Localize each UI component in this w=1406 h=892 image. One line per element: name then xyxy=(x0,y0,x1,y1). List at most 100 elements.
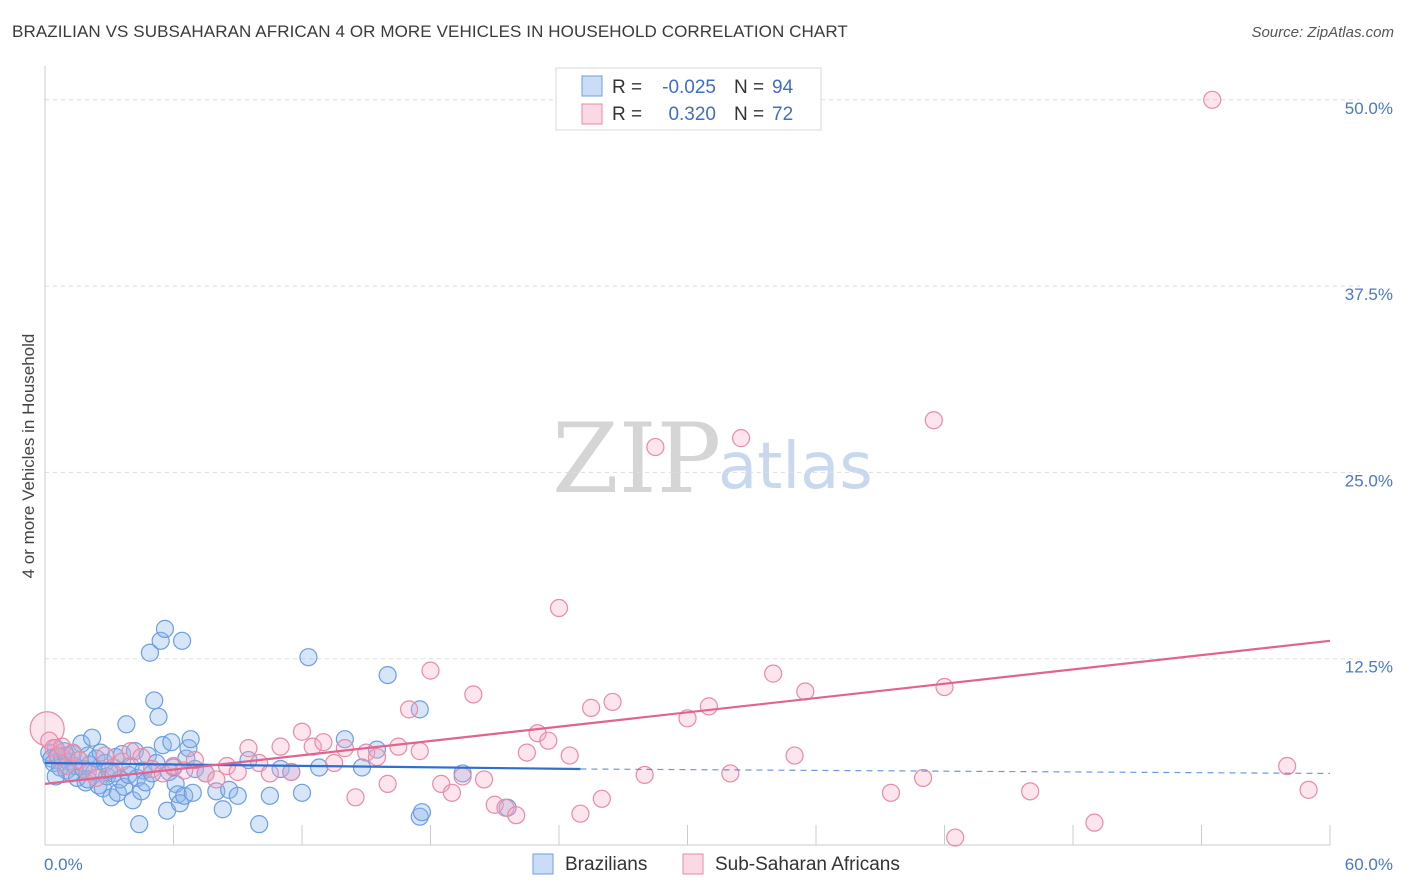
point-brazilian xyxy=(412,803,432,822)
point-brazilian xyxy=(310,758,329,777)
watermark-zip: ZIP xyxy=(552,403,721,515)
point-subsaharan xyxy=(239,739,258,758)
point-subsaharan xyxy=(474,770,494,789)
legend-box xyxy=(555,67,822,131)
point-subsaharan xyxy=(721,764,740,783)
point-brazilian xyxy=(250,815,269,834)
point-subsaharan xyxy=(207,770,226,789)
point-subsaharan xyxy=(367,747,387,767)
point-subsaharan xyxy=(421,661,440,680)
point-subsaharan xyxy=(399,700,419,719)
legend-r-label-2: R = xyxy=(612,104,642,125)
watermark-atlas: atlas xyxy=(718,430,873,504)
legend-swatch-blue xyxy=(581,75,603,97)
legend-swatch-brazilians xyxy=(532,853,554,875)
legend-n-value-2: 72 xyxy=(772,104,793,125)
point-subsaharan xyxy=(924,411,943,430)
point-brazilian xyxy=(292,783,312,802)
y-tick-label: 50.0% xyxy=(1345,99,1393,118)
point-brazilian xyxy=(117,715,136,734)
series-legend: Brazilians Sub-Saharan Africans xyxy=(532,853,900,875)
point-brazilian xyxy=(83,728,102,747)
point-subsaharan xyxy=(935,677,954,697)
point-subsaharan xyxy=(549,598,569,618)
point-subsaharan xyxy=(442,783,462,802)
point-subsaharan xyxy=(63,743,82,762)
tick-labels: 12.5% 25.0% 37.5% 50.0% 0.0% 60.0% xyxy=(44,99,1393,874)
legend-swatch-pink xyxy=(581,103,603,125)
point-brazilian xyxy=(145,691,164,710)
point-subsaharan xyxy=(496,798,515,817)
legend-r-label-1: R = xyxy=(612,77,642,98)
point-brazilian xyxy=(149,707,168,726)
point-subsaharan xyxy=(378,774,397,793)
point-subsaharan xyxy=(1021,782,1040,801)
point-subsaharan xyxy=(603,692,622,712)
point-subsaharan xyxy=(464,685,483,704)
x-tick-label: 60.0% xyxy=(1345,855,1393,874)
point-subsaharan xyxy=(271,737,290,756)
point-brazilian xyxy=(410,700,429,719)
trend-lines xyxy=(44,639,1331,785)
legend-r-value-1: -0.025 xyxy=(662,77,716,98)
point-brazilian xyxy=(132,782,151,801)
point-brazilian xyxy=(130,815,149,834)
source-label: Source: ZipAtlas.com xyxy=(1251,24,1394,41)
point-subsaharan xyxy=(453,767,472,786)
point-subsaharan xyxy=(946,828,965,847)
series-subsaharan xyxy=(29,90,1318,847)
legend-n-label-2: N = xyxy=(734,104,764,125)
point-subsaharan xyxy=(1203,90,1222,109)
x-tick-label: 0.0% xyxy=(44,855,83,874)
point-subsaharan xyxy=(389,737,408,756)
chart-title: BRAZILIAN VS SUBSAHARAN AFRICAN 4 OR MOR… xyxy=(12,22,848,41)
y-tick-label: 25.0% xyxy=(1345,471,1393,490)
point-brazilian xyxy=(378,665,397,685)
point-subsaharan xyxy=(678,709,697,728)
point-brazilian xyxy=(162,733,181,752)
point-subsaharan xyxy=(560,746,579,765)
point-brazilian xyxy=(228,786,247,805)
y-tick-label: 12.5% xyxy=(1345,658,1393,677)
point-brazilian xyxy=(181,730,200,749)
point-brazilian xyxy=(115,777,134,796)
y-tick-label: 37.5% xyxy=(1345,285,1393,304)
correlation-legend: R = -0.025 N = 94 R = 0.320 N = 72 xyxy=(555,67,822,131)
point-subsaharan xyxy=(485,795,504,814)
point-subsaharan xyxy=(731,429,751,448)
point-subsaharan xyxy=(635,765,654,785)
legend-r-value-2: 0.320 xyxy=(668,104,716,125)
point-subsaharan xyxy=(539,731,558,750)
trend-line-brazilians xyxy=(44,761,581,771)
point-subsaharan xyxy=(699,697,719,716)
legend-label-brazilians: Brazilians xyxy=(565,854,647,875)
legend-swatch-subsaharan xyxy=(682,853,704,875)
axes xyxy=(44,66,1331,846)
point-subsaharan xyxy=(53,737,72,756)
point-subsaharan xyxy=(260,764,279,783)
grid-lines xyxy=(45,99,1360,660)
point-subsaharan xyxy=(517,743,536,762)
point-subsaharan xyxy=(132,747,151,767)
legend-n-label-1: N = xyxy=(734,77,764,98)
point-subsaharan xyxy=(314,733,333,752)
point-subsaharan xyxy=(592,789,611,808)
y-axis-label: 4 or more Vehicles in Household xyxy=(19,334,38,579)
point-subsaharan xyxy=(346,788,365,807)
point-brazilian xyxy=(155,619,175,638)
point-subsaharan xyxy=(29,711,65,747)
point-subsaharan xyxy=(796,682,815,701)
legend-label-subsaharan: Sub-Saharan Africans xyxy=(715,854,900,875)
legend-n-value-1: 94 xyxy=(772,77,794,98)
trend-line-brazilians-extension xyxy=(580,768,1331,775)
point-subsaharan xyxy=(646,437,665,457)
point-brazilian xyxy=(151,631,170,650)
point-brazilian xyxy=(213,800,232,819)
point-subsaharan xyxy=(1299,780,1318,799)
point-subsaharan xyxy=(764,664,783,683)
point-subsaharan xyxy=(282,762,301,782)
point-subsaharan xyxy=(1085,813,1104,832)
point-brazilian xyxy=(140,643,160,662)
trend-line-subsaharan xyxy=(44,639,1331,785)
